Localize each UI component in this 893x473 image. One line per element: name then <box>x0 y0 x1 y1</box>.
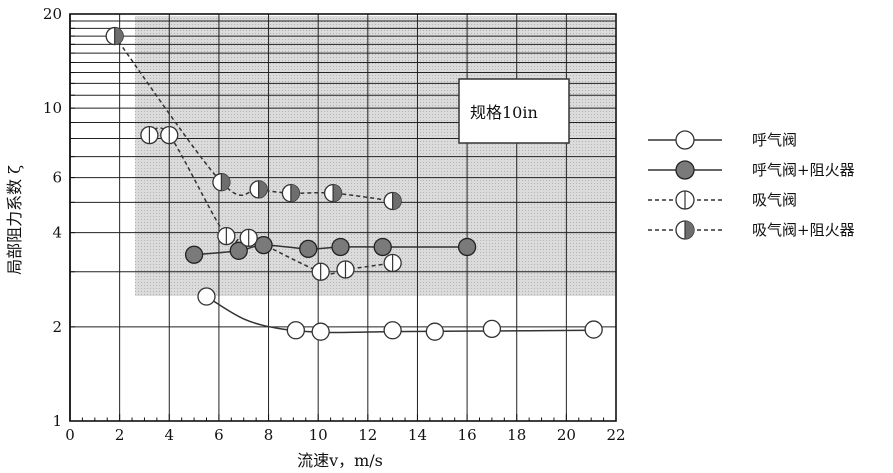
data-point <box>584 320 603 339</box>
data-point <box>331 237 350 257</box>
data-point <box>197 287 216 306</box>
y-tick-label: 1 <box>52 412 62 430</box>
legend-marker <box>675 220 695 240</box>
legend-label: 吸气阀+阻火器 <box>752 221 855 239</box>
y-tick-label: 20 <box>43 5 62 23</box>
y-tick-label: 2 <box>52 318 62 336</box>
legend-label: 呼气阀 <box>752 131 797 149</box>
x-tick-label: 6 <box>214 426 224 444</box>
y-tick-label: 10 <box>43 99 62 117</box>
data-point <box>286 321 305 340</box>
legend-entry: 吸气阀+阻火器 <box>648 220 855 240</box>
x-tick-label: 20 <box>557 426 576 444</box>
data-point <box>184 245 204 264</box>
x-tick-label: 14 <box>408 426 427 444</box>
series-line <box>206 295 594 334</box>
data-point <box>281 183 301 203</box>
x-tick-label: 0 <box>65 426 75 444</box>
x-tick-label: 22 <box>606 426 625 444</box>
legend-label: 呼气阀+阻火器 <box>752 161 855 179</box>
data-point <box>323 183 343 203</box>
x-tick-label: 12 <box>358 426 377 444</box>
x-axis-label: 流速v，m/s <box>297 451 383 470</box>
legend-marker <box>675 130 695 150</box>
data-point <box>311 262 330 281</box>
y-tick-label: 4 <box>52 224 62 242</box>
x-tick-label: 10 <box>309 426 328 444</box>
legend-label: 吸气阀 <box>752 191 797 209</box>
data-point <box>383 253 402 273</box>
data-point <box>217 226 236 246</box>
legend-entry: 呼气阀 <box>648 130 797 150</box>
data-point <box>105 26 124 46</box>
data-point <box>249 180 268 199</box>
data-point <box>239 228 258 248</box>
data-point <box>383 191 402 211</box>
axes <box>69 13 617 422</box>
annotation-text: 规格10in <box>470 103 538 122</box>
data-point <box>336 260 355 279</box>
x-tick-label: 18 <box>507 426 526 444</box>
data-point <box>311 322 330 341</box>
y-tick-label: 6 <box>52 169 62 187</box>
x-tick-label: 8 <box>264 426 274 444</box>
data-point <box>425 322 444 341</box>
data-point <box>229 241 248 260</box>
legend-entry: 呼气阀+阻火器 <box>648 160 855 180</box>
data-point <box>373 237 392 257</box>
legend-marker <box>675 190 695 210</box>
data-point <box>140 125 159 145</box>
legend-marker <box>675 160 695 180</box>
data-point <box>254 235 273 255</box>
data-point <box>457 237 477 257</box>
data-point <box>160 125 179 145</box>
x-tick-label: 2 <box>115 426 125 444</box>
series-points <box>105 26 603 341</box>
data-point <box>212 173 231 192</box>
data-point <box>383 321 402 340</box>
data-point <box>299 239 318 259</box>
legend-entry: 吸气阀 <box>648 190 797 210</box>
x-tick-label: 4 <box>164 426 174 444</box>
y-tick-labels: 1 2 4 6 10 20 <box>43 5 62 430</box>
data-point <box>482 319 502 339</box>
x-tick-label: 16 <box>458 426 477 444</box>
x-tick-labels: 0 2 4 6 8 10 12 14 16 18 20 22 <box>65 426 625 444</box>
y-axis-label: 局部阻力系数 ζ <box>5 165 24 275</box>
annotation-box: 规格10in <box>458 78 570 144</box>
